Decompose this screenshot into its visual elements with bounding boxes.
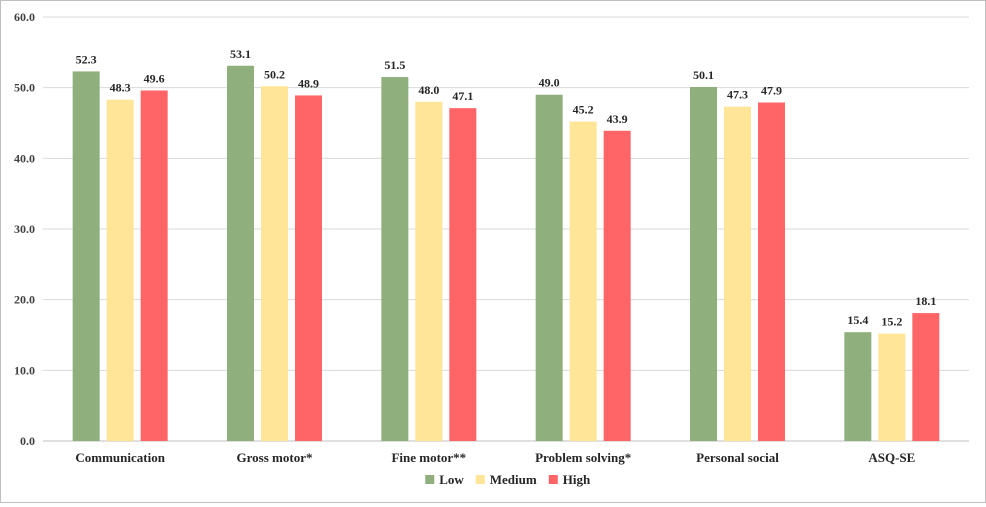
legend-swatch-low [425,475,435,484]
data-label: 47.1 [452,89,473,103]
data-label: 49.0 [539,76,560,90]
y-tick-label: 0.0 [20,434,35,448]
legend-label-medium: Medium [490,472,537,487]
y-tick-label: 40.0 [14,151,35,165]
category-label: Communication [75,450,165,465]
legend: Low Medium High [425,472,591,487]
legend-label-high: High [563,472,591,487]
bar-high-3 [449,108,477,441]
bar-low-2 [227,65,254,441]
bar-high-5 [758,102,785,442]
y-tick-label: 20.0 [14,293,35,307]
y-tick-label: 60.0 [14,10,35,24]
bar-medium-3 [415,101,443,442]
data-label: 47.9 [761,84,782,98]
data-label: 18.1 [915,294,936,308]
bar-low-6 [844,332,872,441]
bar-medium-1 [106,99,134,442]
bar-low-4 [535,94,563,441]
bar-medium-6 [878,333,906,441]
bar-high-6 [912,313,940,441]
category-label: Fine motor** [391,450,466,465]
legend-label-low: Low [439,472,464,487]
category-label: Problem solving* [535,450,631,465]
data-label: 49.6 [144,71,165,85]
data-label: 53.1 [230,47,251,61]
bar-high-4 [603,130,631,442]
category-label: Personal social [696,450,779,465]
bar-low-3 [381,77,409,442]
data-label: 15.2 [881,315,902,329]
category-label: ASQ-SE [868,450,915,465]
y-tick-label: 30.0 [14,222,35,236]
bar-medium-4 [569,121,597,441]
gridlines [43,16,969,442]
y-tick-label: 50.0 [14,81,35,95]
bar-medium-5 [724,106,751,441]
bar-low-5 [690,86,717,442]
data-label: 15.4 [847,313,868,327]
data-label: 51.5 [384,58,405,72]
data-label: 43.9 [607,112,628,126]
bar-high-2 [295,95,322,441]
legend-swatch-medium [475,475,485,484]
x-axis-categories: Communication Gross motor* Fine motor** Pro… [75,450,915,465]
bar-low-1 [72,71,100,441]
data-label: 48.0 [418,83,439,97]
data-label: 45.2 [573,103,594,117]
data-label: 50.1 [693,68,714,82]
legend-swatch-high [548,475,558,484]
data-label: 50.2 [264,67,285,81]
data-label: 47.3 [727,88,748,102]
y-tick-label: 10.0 [14,363,35,377]
data-label: 48.9 [298,76,319,90]
data-labels: 52.3 48.3 49.6 53.1 50.2 48.9 51.5 48.0 47.1 49.0… [76,47,937,329]
bars [72,65,940,442]
data-label: 52.3 [76,52,97,66]
category-label: Gross motor* [237,450,313,465]
data-label: 48.3 [110,81,131,95]
y-axis-ticks: 0.0 10.0 20.0 30.0 40.0 50.0 60.0 [14,10,35,448]
bar-medium-2 [261,86,288,442]
bar-high-1 [140,90,168,441]
